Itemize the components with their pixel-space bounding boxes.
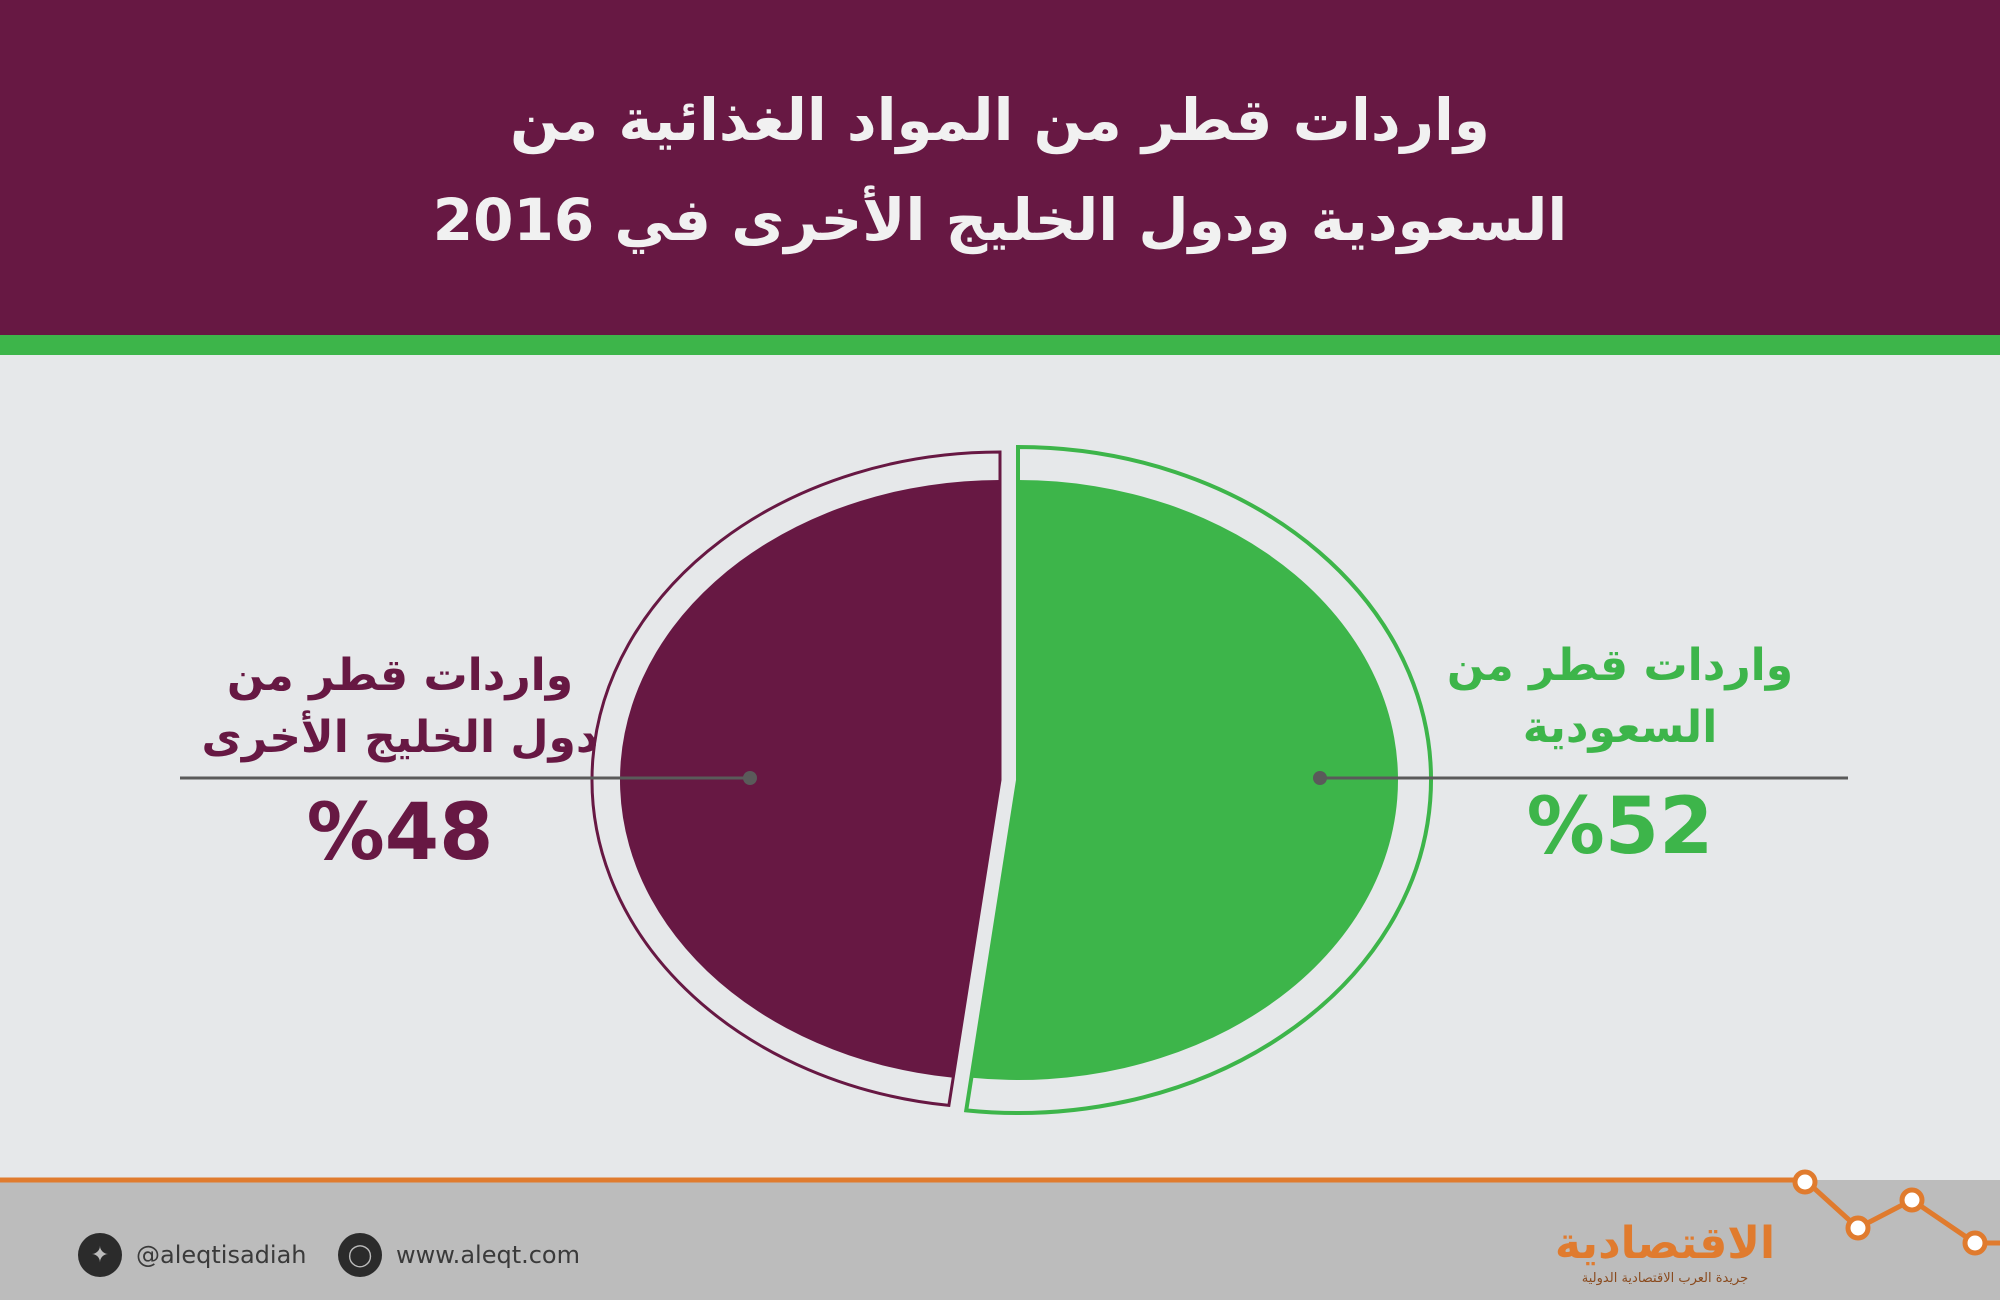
chart-title: واردات قطر من المواد الغذائية من السعودي… <box>0 70 2000 270</box>
saudi-label-line-2: السعودية <box>1522 702 1718 753</box>
twitter-link[interactable]: ✦ @aleqtisadiah <box>78 1230 306 1280</box>
website-link[interactable]: ◯ www.aleqt.com <box>338 1230 580 1280</box>
pie-slice-0 <box>970 480 1398 1080</box>
header-banner <box>0 0 2000 335</box>
title-line-2: السعودية ودول الخليج الأخرى في 2016 <box>432 186 1568 254</box>
saudi-leader-dot <box>1313 771 1327 785</box>
brand-name: الاقتصادية <box>1554 1218 1776 1269</box>
gulf-leader-dot <box>743 771 757 785</box>
globe-icon: ◯ <box>338 1233 382 1277</box>
saudi-label-line-1: واردات قطر من <box>1446 640 1794 691</box>
pie-slice-1 <box>619 480 1000 1078</box>
brand-tagline: جريدة العرب الاقتصادية الدولية <box>1581 1271 1749 1286</box>
gulf-label: واردات قطر من دول الخليج الأخرى %48 <box>150 645 650 883</box>
gulf-percentage: %48 <box>306 788 494 878</box>
gulf-label-line-2: دول الخليج الأخرى <box>201 712 599 763</box>
saudi-label: واردات قطر من السعودية %52 <box>1390 635 1850 877</box>
twitter-icon: ✦ <box>78 1233 122 1277</box>
title-line-1: واردات قطر من المواد الغذائية من <box>510 86 1490 154</box>
twitter-handle: @aleqtisadiah <box>136 1241 307 1269</box>
brand-logo: الاقتصادية جريدة العرب الاقتصادية الدولي… <box>1535 1218 1795 1288</box>
website-url: www.aleqt.com <box>396 1241 580 1269</box>
saudi-percentage: %52 <box>1526 782 1714 872</box>
footer-bar <box>0 1180 2000 1300</box>
header-accent-line <box>0 335 2000 355</box>
gulf-label-line-1: واردات قطر من <box>226 650 574 701</box>
